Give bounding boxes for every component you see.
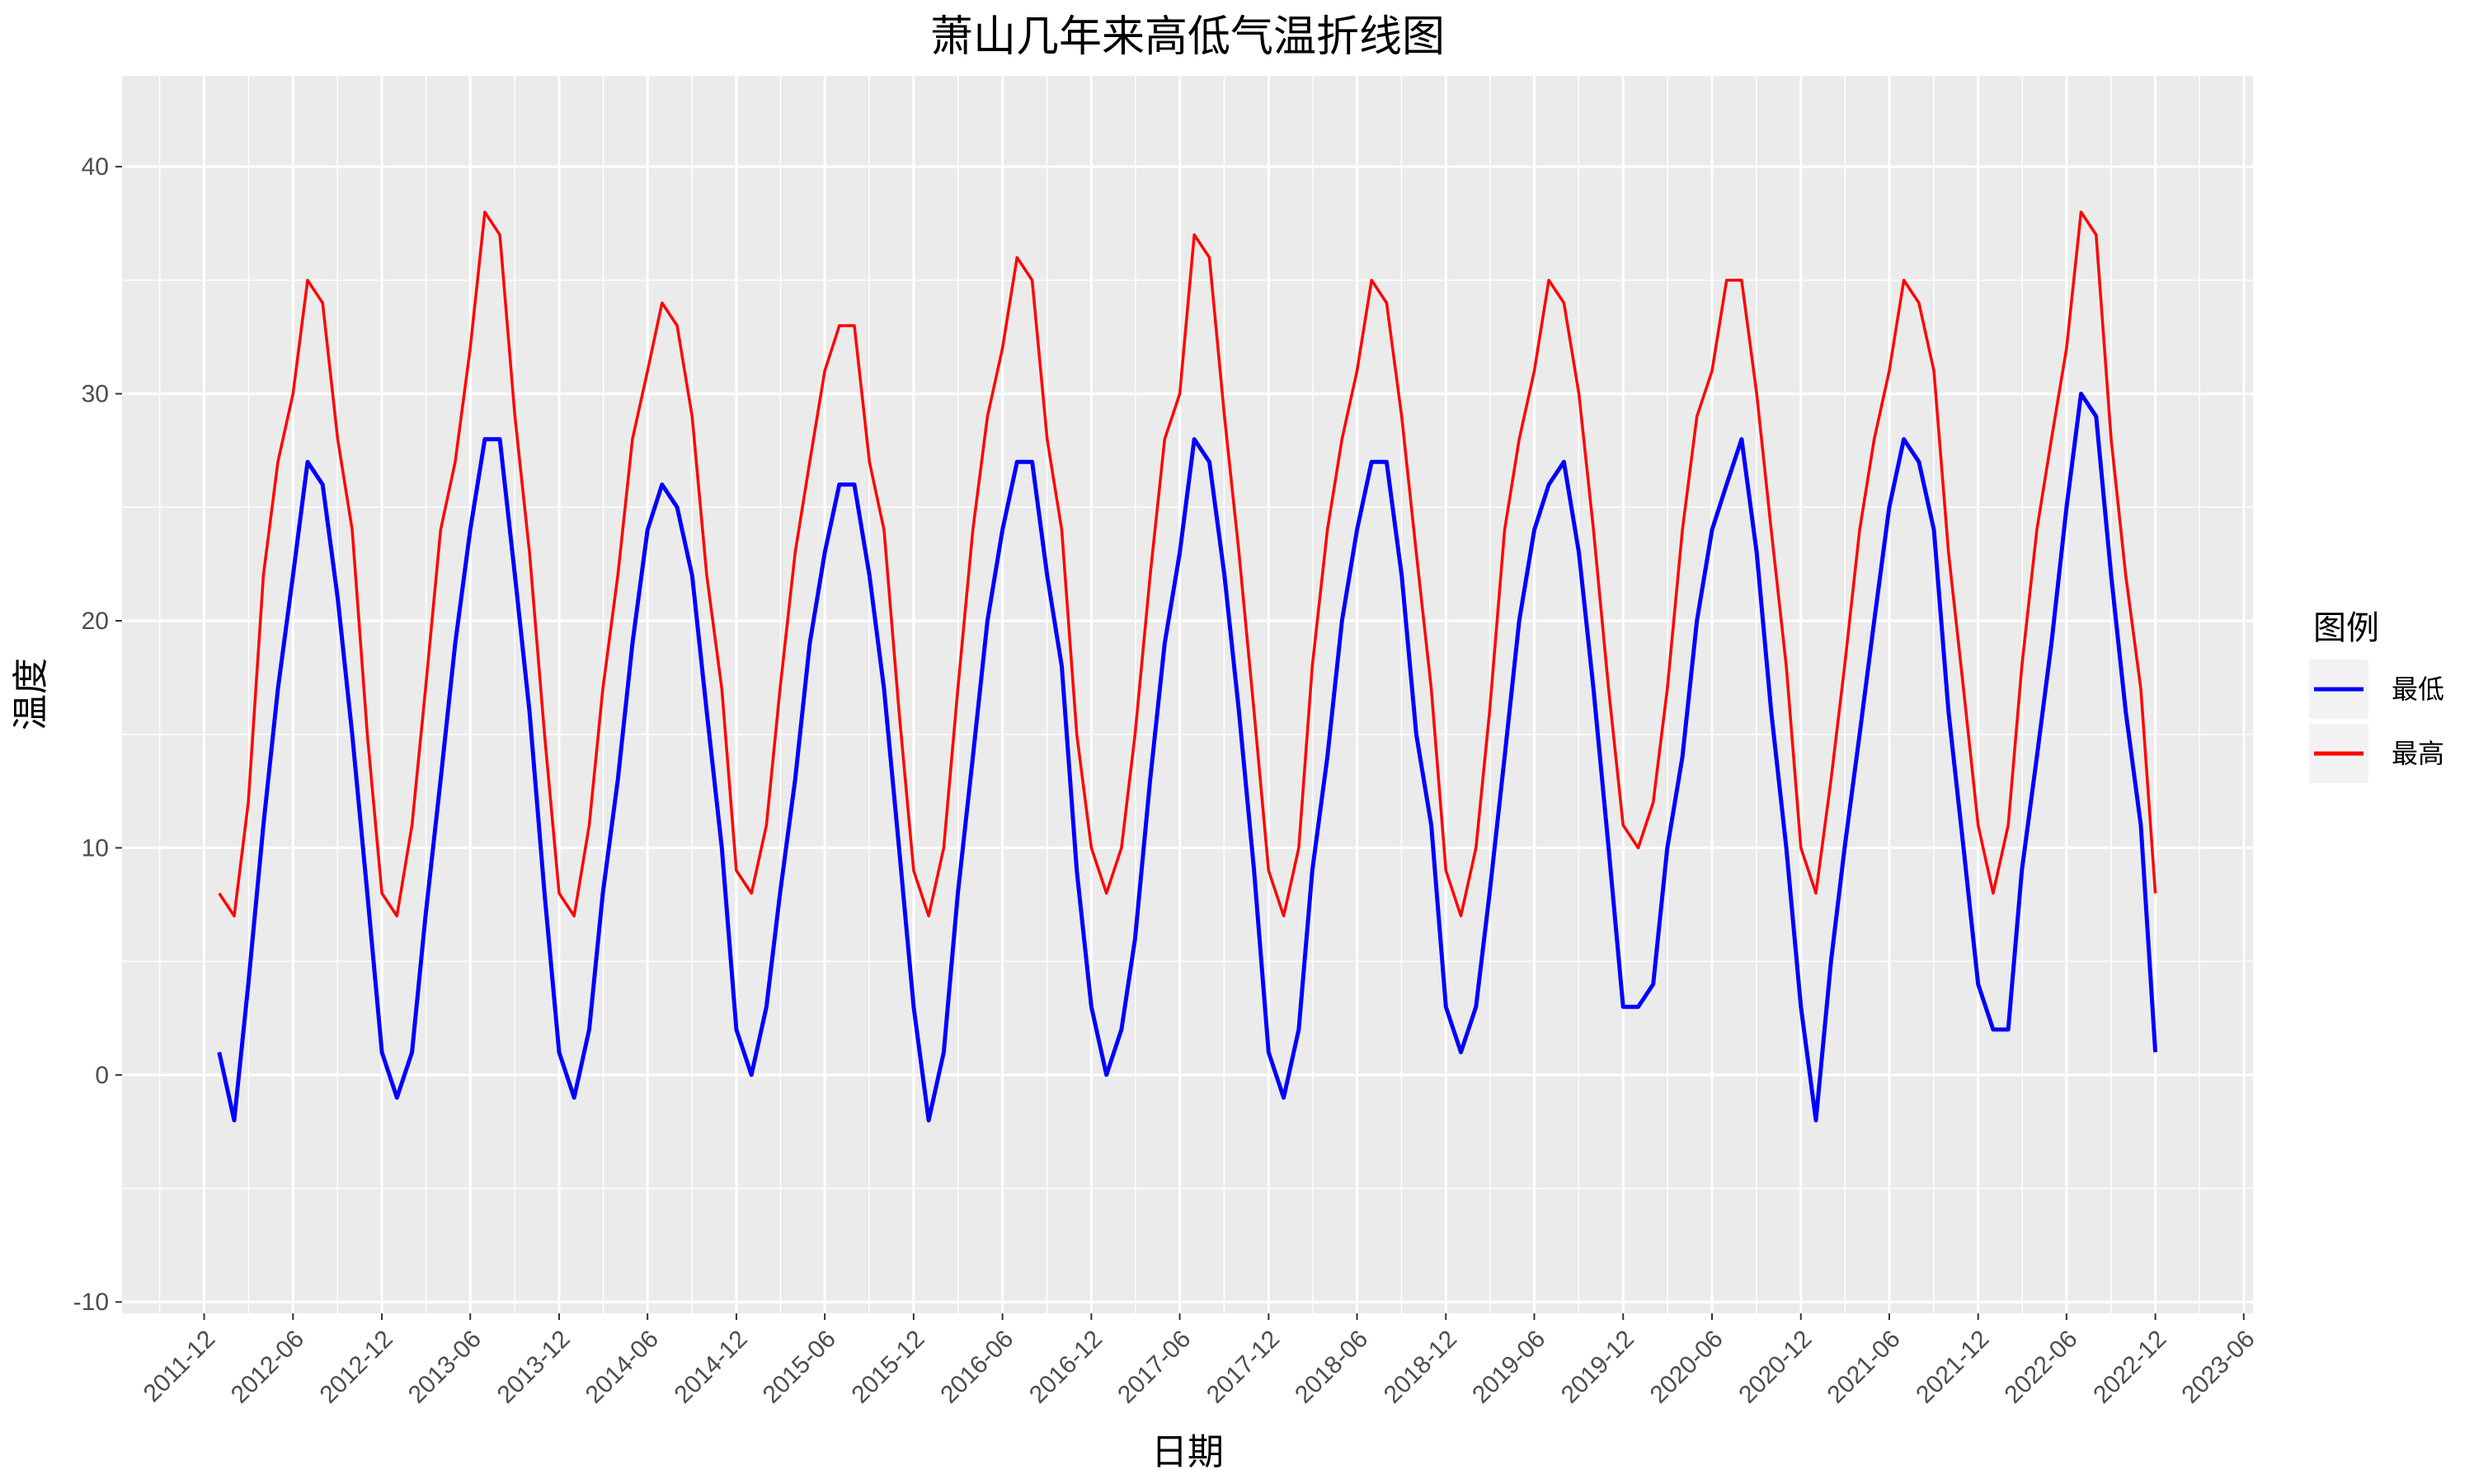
x-axis-title: 日期 (1151, 1431, 1224, 1473)
y-tick-label: 10 (82, 834, 109, 862)
y-tick-label: 20 (82, 608, 109, 635)
y-tick-label: -10 (73, 1289, 109, 1316)
y-tick-label: 0 (95, 1062, 109, 1089)
legend-label-low: 最低 (2392, 674, 2444, 705)
series-line-low (217, 392, 2158, 1123)
y-tick-label: 40 (82, 153, 109, 181)
y-tick-label: 30 (82, 381, 109, 408)
y-axis-title: 温度 (10, 658, 52, 730)
series-lines (217, 210, 2158, 1123)
series-line-high (218, 210, 2157, 918)
legend-title: 图例 (2313, 609, 2379, 647)
legend-label-high: 最高 (2392, 738, 2444, 769)
y-axis: -10 0 10 20 30 40 (73, 153, 122, 1316)
grid-major (122, 76, 2253, 1313)
legend: 图例 最低 最高 (2309, 609, 2444, 783)
chart-title: 萧山几年来高低气温折线图 (930, 12, 1445, 62)
